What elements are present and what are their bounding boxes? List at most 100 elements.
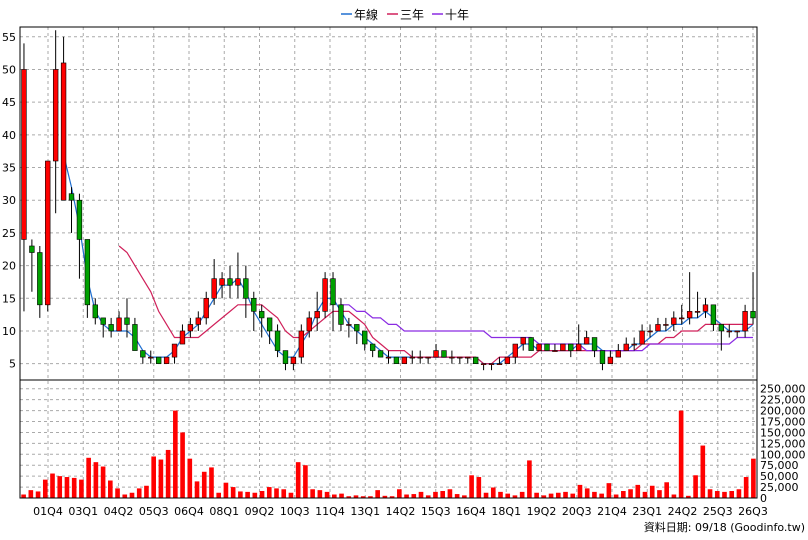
candle [742, 304, 748, 338]
candle [750, 272, 756, 325]
candle-body [433, 350, 439, 358]
candle-body [68, 193, 75, 201]
candle [718, 324, 725, 351]
volume-bar [360, 496, 366, 498]
x-tick-label: 21Q4 [597, 505, 627, 518]
candle-body [702, 304, 709, 312]
volume-bar [686, 495, 691, 498]
x-tick-label: 25Q3 [703, 505, 733, 518]
legend-label-2: 三年 [400, 8, 424, 22]
candle [679, 304, 685, 325]
candle-body [639, 330, 645, 345]
candle-body [60, 62, 67, 201]
candle-body [726, 330, 732, 333]
volume-bar [42, 479, 48, 498]
candle-body [568, 343, 574, 351]
volume-bar [115, 488, 120, 498]
candle-body [227, 278, 233, 286]
volume-bar [353, 495, 359, 498]
x-tick-label: 03Q1 [68, 505, 98, 518]
candle-body [187, 324, 194, 332]
candle [583, 330, 590, 345]
volume-bar [599, 493, 604, 498]
candle-body [156, 356, 162, 364]
candle [187, 317, 194, 338]
volume-bar [93, 462, 99, 498]
volume-bar [331, 494, 337, 498]
candle [520, 337, 526, 351]
candle-body [655, 324, 661, 332]
candle-body [504, 356, 511, 364]
candle [441, 350, 447, 358]
candle [37, 245, 43, 318]
candle-body [449, 356, 455, 359]
volume-panel-frame [19, 379, 758, 499]
candle [433, 344, 439, 358]
candle-body [671, 317, 677, 325]
candle [243, 265, 249, 318]
candle-body [734, 330, 740, 333]
candle-body [314, 311, 320, 319]
price-tick-label: 5 [9, 358, 16, 371]
candle-body [171, 343, 178, 358]
volume-tick-label: 50,000 [760, 470, 799, 483]
candle-body [322, 278, 328, 312]
candlesticks [21, 30, 756, 371]
candle [171, 343, 178, 364]
candle [544, 343, 550, 351]
candle [227, 265, 233, 299]
volume-bar [194, 481, 200, 498]
x-tick-label: 18Q1 [491, 505, 521, 518]
volume-bar [433, 491, 438, 498]
candle-body [465, 356, 471, 359]
candle-body [235, 278, 241, 286]
volume-bar [382, 495, 388, 498]
candle [211, 259, 217, 305]
candle [354, 324, 360, 345]
x-tick-label: 01Q4 [33, 505, 63, 518]
candle-body [92, 304, 98, 319]
candle-body [203, 297, 209, 319]
volume-bar [613, 494, 619, 498]
volume-bar [548, 493, 554, 498]
volume-bar [469, 475, 474, 498]
candle [528, 337, 534, 351]
candle-body [100, 317, 106, 325]
volume-tick-label: 25,000 [760, 481, 799, 494]
volume-bar [483, 492, 489, 498]
candle-body [560, 343, 566, 351]
candle-body [243, 278, 249, 299]
x-tick-label: 16Q4 [456, 505, 486, 518]
volume-bar [259, 491, 265, 498]
volume-bar [498, 491, 503, 498]
candle [92, 298, 98, 325]
price-tick-label: 55 [2, 31, 16, 44]
candle [306, 311, 312, 338]
candle-body [417, 356, 423, 359]
candle-body [591, 337, 598, 351]
candle [576, 324, 582, 351]
volume-bar [714, 491, 720, 498]
x-tick-label: 13Q1 [350, 505, 380, 518]
candle-body [274, 330, 281, 351]
candle [100, 317, 106, 338]
candle [124, 298, 130, 338]
volume-bar [368, 496, 373, 498]
candle-body [377, 350, 384, 358]
grid [20, 27, 757, 498]
x-tick-label: 10Q3 [280, 505, 310, 518]
volume-bar [28, 490, 34, 498]
volume-bar [274, 488, 279, 498]
candle-body [290, 356, 297, 364]
candle-body [599, 350, 606, 364]
x-axis: 01Q4 03Q1 04Q2 05Q3 06Q4 08Q1 09Q2 10Q3 11Q4 13Q1… [33, 505, 768, 518]
candle-body [742, 311, 748, 332]
volume-bar [180, 432, 185, 498]
candle-body [457, 356, 463, 359]
candle-body [163, 356, 170, 364]
candle [615, 344, 621, 358]
volume-bar [563, 491, 568, 498]
candle-body [409, 356, 415, 359]
candle [156, 356, 162, 364]
volume-bar [729, 491, 735, 498]
